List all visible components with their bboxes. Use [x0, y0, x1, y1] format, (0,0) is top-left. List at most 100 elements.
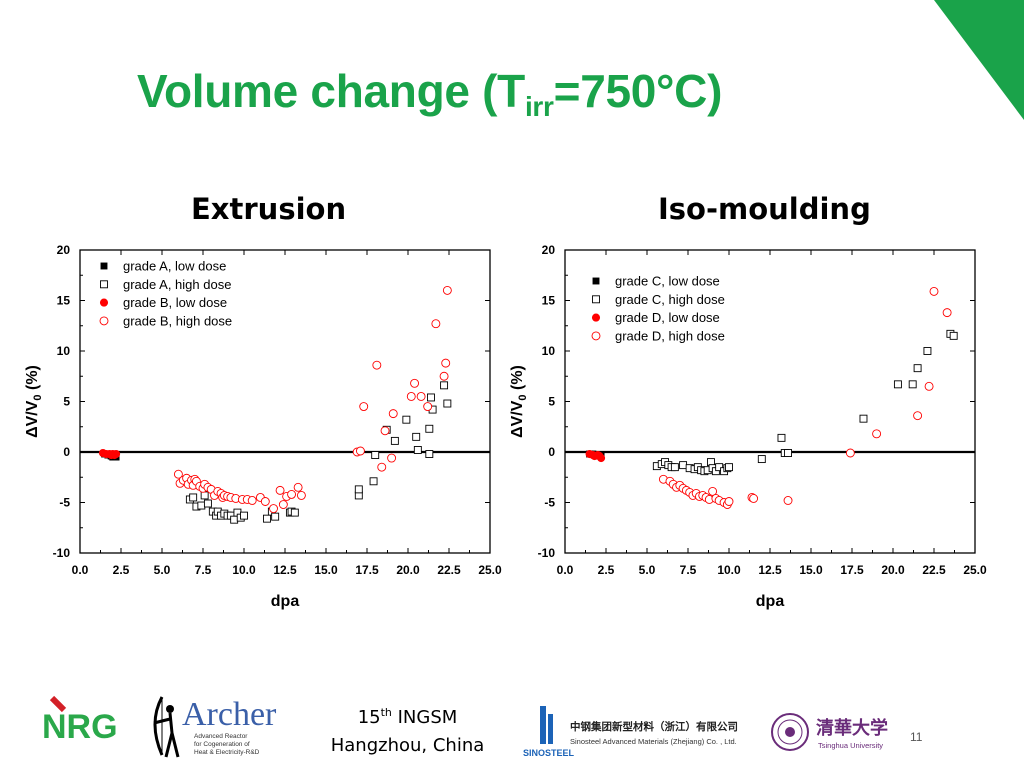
archer-caption-line-2: for Cogeneration of [194, 741, 250, 748]
iso-legend-marker [592, 295, 600, 304]
conference-location: Hangzhou, China [330, 735, 485, 756]
extrusion-data-point [296, 490, 306, 500]
iso-legend-label: grade D, high dose [615, 328, 725, 343]
conference-name: 15th INGSM [310, 704, 505, 732]
iso-legend-marker [591, 313, 601, 322]
extrusion-data-point [425, 450, 434, 458]
extrusion-data-point [260, 497, 270, 506]
iso-data-point [913, 411, 923, 421]
tsinghua-logo: 清華大学 Tsinghua University [771, 713, 888, 751]
iso-xtick-label: 5.0 [639, 563, 656, 577]
extrusion-ytick-label: 20 [57, 243, 71, 257]
iso-ytick-label: 15 [542, 294, 556, 308]
extrusion-data-point [442, 285, 452, 295]
iso-xtick-label: 20.0 [881, 563, 905, 577]
extrusion-ytick-label: 5 [63, 395, 70, 409]
extrusion-legend-label: grade B, high dose [123, 313, 232, 328]
extrusion-data-point [354, 485, 363, 494]
iso-y-axis-label: ΔV/V0 (%) [509, 365, 529, 438]
iso-xtick-label: 10.0 [717, 563, 741, 577]
page-number: 11 [910, 730, 923, 744]
archer-caption-line-1: Advanced Reactor [194, 733, 248, 740]
extrusion-data-point [439, 371, 449, 381]
extrusion-legend-label: grade B, low dose [123, 295, 227, 310]
title-main: Volume change (T [137, 65, 525, 117]
extrusion-data-point [247, 496, 257, 505]
extrusion-data-point [369, 477, 378, 486]
sinosteel-company-en: Sinosteel Advanced Materials (Zhejiang) … [570, 737, 737, 746]
nrg-logo: NRG [42, 695, 118, 746]
iso-data-point [859, 414, 868, 423]
iso-xtick-label: 12.5 [758, 563, 782, 577]
iso-data-point [715, 463, 724, 472]
extrusion-data-point [371, 451, 380, 459]
iso-ytick-label: 10 [542, 344, 556, 358]
extrusion-xtick-label: 22.5 [437, 563, 461, 577]
iso-ytick-label: -5 [544, 496, 555, 510]
extrusion-series-2 [185, 381, 452, 524]
conference-number: 15 [357, 707, 381, 728]
iso-data-point [942, 308, 952, 318]
iso-xtick-label: 15.0 [799, 563, 823, 577]
iso-data-point [923, 347, 932, 355]
extrusion-data-point [278, 500, 288, 509]
extrusion-data-point [173, 469, 183, 479]
iso-data-point [784, 449, 792, 457]
iso-legend-label: grade C, low dose [615, 274, 720, 289]
extrusion-ytick-label: 10 [57, 344, 71, 358]
extrusion-data-point [443, 399, 452, 408]
chart-title-extrusion: Extrusion [191, 192, 347, 226]
extrusion-data-point [203, 499, 212, 508]
extrusion-scatter-chart: 0.0 2.5 5.0 7.5 10.0 12.5 15.0 17.5 20.0 22.5 25.0… [24, 243, 502, 610]
iso-data-point [724, 497, 734, 506]
iso-data-point [783, 496, 793, 505]
extrusion-xtick-label: 5.0 [154, 563, 171, 577]
extrusion-xtick-label: 2.5 [113, 563, 130, 577]
iso-ytick-label: 0 [548, 445, 555, 459]
extrusion-data-point [197, 501, 206, 510]
conference-info: 15th INGSM Hangzhou, China [310, 704, 505, 760]
iso-xtick-label: 17.5 [840, 563, 864, 577]
extrusion-data-point [412, 432, 421, 441]
iso-ytick-label: -10 [538, 546, 556, 560]
extrusion-data-point [240, 511, 248, 520]
extrusion-ytick-label: 0 [63, 445, 70, 459]
iso-series-4 [658, 286, 952, 509]
extrusion-data-point [406, 391, 416, 401]
extrusion-data-point [423, 402, 433, 412]
extrusion-data-point [413, 446, 422, 454]
iso-ytick-label: 5 [548, 395, 555, 409]
extrusion-data-point [359, 402, 369, 412]
title-subscript: irr [524, 91, 554, 122]
extrusion-data-point [112, 449, 121, 459]
extrusion-data-point [372, 360, 382, 370]
archer-logo: Archer Advanced Reactor for Cogeneration… [140, 683, 290, 765]
extrusion-data-point [200, 491, 209, 500]
extrusion-series-3 [98, 448, 121, 460]
extrusion-data-point [230, 515, 239, 524]
extrusion-data-point [269, 504, 278, 514]
extrusion-data-point [440, 381, 449, 390]
iso-legend-label: grade D, low dose [615, 310, 720, 325]
extrusion-x-axis-label: dpa [271, 593, 300, 610]
extrusion-legend-label: grade A, low dose [123, 259, 226, 274]
iso-moulding-scatter-chart: 0.0 2.5 5.0 7.5 10.0 12.5 15.0 17.5 20.0 22.5 25.0… [509, 243, 987, 610]
extrusion-legend-label: grade A, high dose [123, 277, 231, 292]
extrusion-xtick-label: 12.5 [273, 563, 297, 577]
extrusion-data-point [271, 512, 280, 521]
extrusion-data-point [380, 426, 390, 436]
extrusion-legend-marker [100, 262, 108, 270]
iso-legend: grade C, low dose grade C, high dose grade… [591, 274, 725, 343]
archer-logo-graphic: Archer Advanced Reactor for Cogeneration… [153, 696, 277, 758]
iso-series-3 [585, 449, 606, 463]
iso-legend-marker [592, 277, 600, 285]
iso-legend-label: grade C, high dose [615, 292, 725, 307]
corner-triangle-decoration [934, 0, 1024, 120]
extrusion-data-point [290, 508, 299, 517]
extrusion-xtick-label: 0.0 [72, 563, 89, 577]
iso-data-point [749, 494, 759, 503]
archer-logo-name: Archer [182, 696, 277, 733]
slide-title: Volume change (Tirr=750°C) [137, 64, 722, 121]
extrusion-data-point [189, 493, 198, 502]
extrusion-ytick-label: -10 [53, 546, 71, 560]
